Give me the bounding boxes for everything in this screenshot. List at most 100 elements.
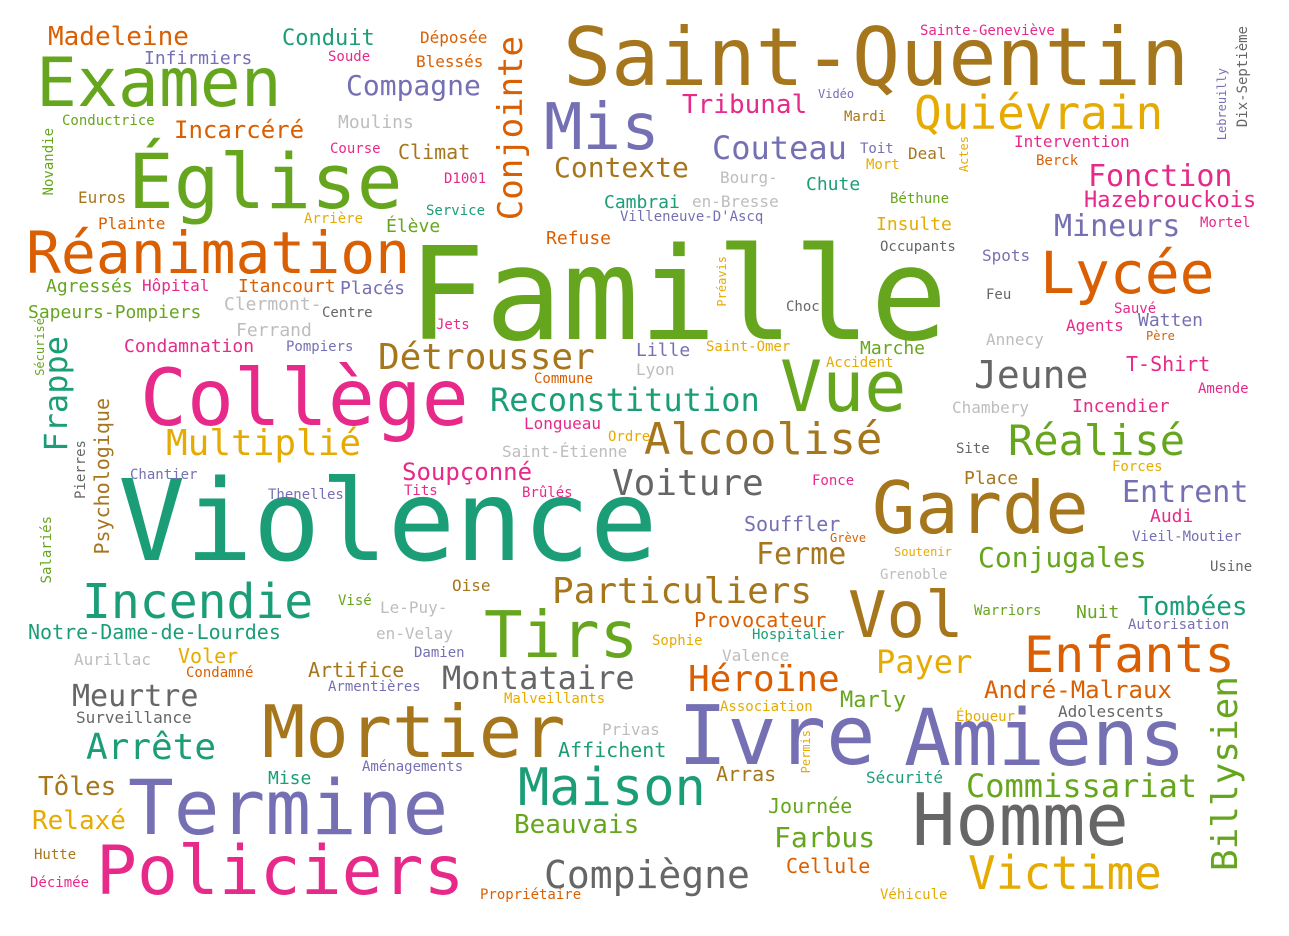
word: Incarcéré bbox=[174, 116, 305, 144]
word: Notre-Dame-de-Lourdes bbox=[28, 620, 281, 644]
word: Le-Puy- bbox=[380, 598, 448, 617]
word: Violence bbox=[118, 457, 658, 587]
word: Clermont- bbox=[224, 294, 322, 315]
word: Mortier bbox=[262, 690, 566, 774]
word: Vidéo bbox=[818, 87, 855, 101]
word: Jeune bbox=[974, 353, 1089, 397]
word: Plainte bbox=[98, 214, 166, 233]
word: Tombées bbox=[1138, 592, 1248, 622]
word: Enfants bbox=[1024, 626, 1235, 684]
word: Brûlés bbox=[522, 485, 573, 501]
word: Réanimation bbox=[26, 219, 411, 287]
word: Hazebrouckois bbox=[1084, 188, 1257, 213]
word: Marly bbox=[840, 688, 907, 713]
word: Préavis bbox=[715, 256, 729, 307]
word: Victime bbox=[968, 846, 1162, 900]
word: Journée bbox=[768, 794, 853, 818]
word: Itancourt bbox=[238, 276, 336, 297]
word: Réalisé bbox=[1008, 416, 1186, 465]
word: Alcoolisé bbox=[644, 414, 883, 465]
word: Site bbox=[956, 441, 990, 457]
word: Maison bbox=[518, 758, 706, 818]
word: Sapeurs-Pompiers bbox=[28, 302, 202, 323]
word: Annecy bbox=[986, 330, 1044, 349]
word: Pierres bbox=[73, 440, 89, 500]
word: Mardi bbox=[844, 109, 887, 125]
word: Mortel bbox=[1200, 215, 1251, 231]
word: Héroïne bbox=[688, 659, 840, 700]
word: Ferme bbox=[756, 537, 847, 572]
word: Surveillance bbox=[76, 708, 192, 727]
word: Examen bbox=[36, 44, 282, 123]
word: Contexte bbox=[554, 151, 689, 184]
word: Accident bbox=[826, 355, 894, 371]
word: Euros bbox=[78, 188, 127, 207]
word: Saint-Étienne bbox=[502, 442, 628, 461]
word: Beauvais bbox=[514, 810, 640, 840]
word: Saint-Quentin bbox=[563, 11, 1190, 104]
word: Moulins bbox=[338, 112, 414, 133]
word: Mort bbox=[866, 157, 900, 173]
word: Fonction bbox=[1088, 159, 1233, 194]
word: Commune bbox=[534, 371, 594, 387]
word: Reconstitution bbox=[490, 381, 760, 419]
word: Tirs bbox=[484, 599, 639, 673]
word: Église bbox=[128, 137, 403, 226]
word: Mis bbox=[544, 91, 660, 165]
word: Voler bbox=[178, 644, 239, 668]
word: Collège bbox=[140, 354, 469, 444]
word: Conduit bbox=[282, 26, 375, 51]
word: Thenelles bbox=[268, 487, 344, 503]
word: Lycée bbox=[1040, 239, 1215, 307]
word: Compagne bbox=[346, 69, 481, 102]
word: Ferrand bbox=[236, 320, 312, 341]
word: Amiens bbox=[904, 694, 1186, 784]
word: Homme bbox=[912, 778, 1129, 862]
word: Soutenir bbox=[894, 545, 952, 559]
word: Sophie bbox=[652, 633, 703, 649]
word: Actes bbox=[957, 136, 971, 173]
word: Montataire bbox=[442, 659, 635, 697]
word: Commissariat bbox=[966, 767, 1198, 805]
word: Souffler bbox=[744, 512, 841, 536]
word: Agents bbox=[1066, 316, 1124, 335]
word: Forces bbox=[1112, 459, 1163, 475]
word: Détrousser bbox=[378, 337, 595, 378]
word: Provocateur bbox=[694, 608, 827, 632]
word: Cambrai bbox=[604, 192, 680, 213]
word: Aménagements bbox=[362, 759, 464, 775]
word: Père bbox=[1146, 329, 1175, 343]
word: Conductrice bbox=[62, 113, 155, 129]
word: Salariés bbox=[39, 516, 55, 584]
word: Vieil-Moutier bbox=[1132, 529, 1242, 545]
word: Fonce bbox=[812, 473, 855, 489]
word: Spots bbox=[982, 246, 1031, 265]
word: Marche bbox=[860, 338, 926, 359]
word: Choc bbox=[786, 299, 820, 315]
word: Deal bbox=[908, 144, 947, 163]
word: Famille bbox=[408, 221, 948, 370]
word: Visé bbox=[338, 593, 372, 609]
word: Policiers bbox=[96, 832, 465, 911]
word: Adolescents bbox=[1058, 702, 1164, 721]
word: Novandie bbox=[41, 128, 57, 196]
word: en-Bresse bbox=[692, 192, 779, 211]
word: Élève bbox=[386, 216, 441, 237]
word: Agressés bbox=[46, 276, 133, 297]
word: Berck bbox=[1036, 153, 1079, 169]
word: Hutte bbox=[34, 847, 77, 863]
word: Compiègne bbox=[544, 853, 750, 897]
word: Association bbox=[720, 699, 813, 715]
word: Mineurs bbox=[1054, 209, 1181, 244]
word: Entrent bbox=[1122, 475, 1249, 510]
word: Chambery bbox=[952, 398, 1030, 417]
word: Payer bbox=[876, 643, 973, 681]
word: Grève bbox=[830, 531, 867, 545]
word: Blessés bbox=[416, 52, 484, 71]
word: Tôles bbox=[38, 772, 117, 802]
word: Conjointe bbox=[491, 36, 531, 221]
word: Ordre bbox=[608, 429, 651, 445]
word: Placés bbox=[340, 278, 406, 299]
word: Voiture bbox=[612, 463, 764, 504]
word: Farbus bbox=[774, 821, 876, 854]
